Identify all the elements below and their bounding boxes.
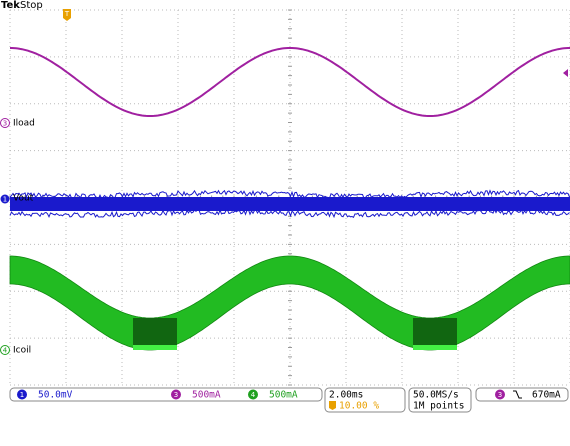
ch3-marker bbox=[0, 118, 10, 128]
timebase-box bbox=[324, 387, 406, 413]
vout-band bbox=[10, 197, 570, 211]
ch3-scale: 500mA bbox=[192, 390, 221, 401]
sample-rate: 50.0MS/s bbox=[413, 390, 459, 401]
ch4-badge-text: 4 bbox=[251, 391, 256, 399]
ch3-badge bbox=[171, 389, 181, 400]
icoil-flat-edge bbox=[413, 345, 457, 350]
acquisition-box bbox=[408, 387, 472, 413]
trigger-position-marker bbox=[63, 9, 71, 21]
trigger-position: 10.00 % bbox=[339, 401, 379, 412]
iload-trace bbox=[10, 47, 570, 117]
ch3-marker-text: 3 bbox=[3, 120, 7, 128]
brand: Tek bbox=[1, 0, 20, 11]
channel-label: Vout bbox=[13, 194, 34, 204]
ch4-marker-text: 4 bbox=[3, 347, 8, 355]
vout-noise-bottom bbox=[9, 208, 570, 219]
ch1-badge bbox=[17, 389, 27, 400]
ch3-badge-text: 3 bbox=[174, 391, 178, 399]
waveforms bbox=[9, 47, 570, 351]
ch1-marker-text: 1 bbox=[3, 196, 7, 204]
trigger-icon bbox=[329, 401, 336, 410]
trigger-level: 670mA bbox=[532, 390, 561, 401]
ch1-marker bbox=[0, 194, 10, 204]
icoil-flat-region bbox=[413, 318, 457, 345]
status: Stop bbox=[20, 0, 43, 11]
trigger-source: 3 bbox=[498, 391, 502, 399]
vout-noise-top bbox=[9, 189, 570, 200]
ch4-badge bbox=[248, 389, 258, 400]
ch1-badge-text: 1 bbox=[20, 391, 24, 399]
trigger-level-marker bbox=[563, 69, 568, 77]
channel-readout-box bbox=[9, 387, 323, 402]
trigger-marker-glyph: T bbox=[64, 10, 70, 18]
channel-label: Iload bbox=[13, 119, 35, 129]
channel-label: Icoil bbox=[13, 346, 31, 356]
icoil-flat-region bbox=[133, 318, 177, 345]
ch1-scale: 50.0mV bbox=[38, 390, 73, 401]
ch4-marker bbox=[0, 345, 10, 355]
falling-edge-icon bbox=[513, 390, 522, 399]
trigger-source-badge bbox=[495, 389, 505, 400]
icoil-flat-edge bbox=[133, 345, 177, 350]
ch4-scale: 500mA bbox=[269, 390, 298, 401]
timebase: 2.00ms bbox=[329, 390, 363, 401]
record-length: 1M points bbox=[413, 401, 464, 412]
